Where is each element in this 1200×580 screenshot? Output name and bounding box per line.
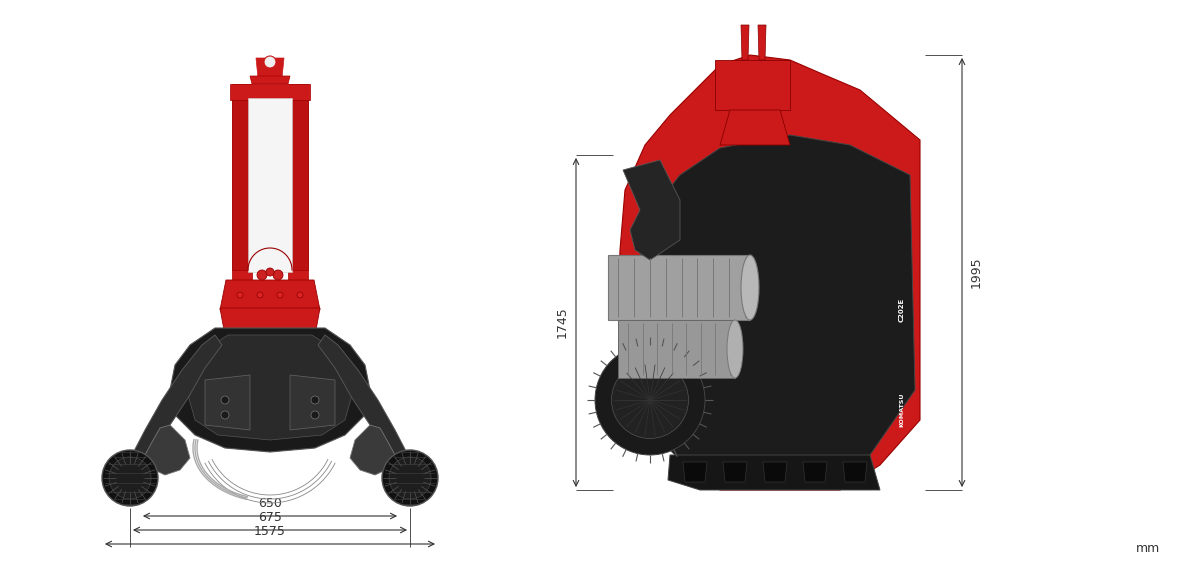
Polygon shape xyxy=(290,375,335,430)
Polygon shape xyxy=(230,84,310,100)
Polygon shape xyxy=(720,110,790,145)
Circle shape xyxy=(389,457,431,499)
Polygon shape xyxy=(715,60,790,110)
Polygon shape xyxy=(250,76,290,84)
Circle shape xyxy=(311,396,319,404)
Polygon shape xyxy=(618,55,920,490)
Polygon shape xyxy=(722,462,746,482)
Text: 1575: 1575 xyxy=(254,525,286,538)
Circle shape xyxy=(221,411,229,419)
Polygon shape xyxy=(232,100,248,270)
Polygon shape xyxy=(220,280,320,310)
Polygon shape xyxy=(256,58,284,78)
Polygon shape xyxy=(188,335,352,440)
Circle shape xyxy=(221,396,229,404)
Circle shape xyxy=(595,345,706,455)
Text: 650: 650 xyxy=(258,497,282,510)
Polygon shape xyxy=(608,255,750,320)
Polygon shape xyxy=(758,25,766,60)
Polygon shape xyxy=(170,328,370,452)
Text: C202E: C202E xyxy=(899,298,905,322)
Polygon shape xyxy=(668,455,880,490)
Circle shape xyxy=(277,292,283,298)
Polygon shape xyxy=(683,462,707,482)
Text: mm: mm xyxy=(1135,542,1160,555)
Ellipse shape xyxy=(742,255,760,320)
Polygon shape xyxy=(742,25,749,60)
Circle shape xyxy=(257,270,266,280)
Circle shape xyxy=(311,411,319,419)
Text: 1995: 1995 xyxy=(970,257,983,288)
Polygon shape xyxy=(145,425,190,475)
Text: 1745: 1745 xyxy=(556,307,569,338)
Polygon shape xyxy=(130,335,222,475)
Polygon shape xyxy=(803,462,827,482)
Circle shape xyxy=(102,450,158,506)
Text: 675: 675 xyxy=(258,511,282,524)
Polygon shape xyxy=(288,84,308,285)
Circle shape xyxy=(238,292,242,298)
Polygon shape xyxy=(842,462,866,482)
Polygon shape xyxy=(292,100,308,270)
Polygon shape xyxy=(623,160,680,260)
Polygon shape xyxy=(763,462,787,482)
Polygon shape xyxy=(205,375,250,430)
Polygon shape xyxy=(350,425,395,475)
Circle shape xyxy=(274,270,283,280)
Ellipse shape xyxy=(727,320,743,378)
Circle shape xyxy=(266,268,274,276)
Polygon shape xyxy=(248,98,292,272)
Circle shape xyxy=(382,450,438,506)
Circle shape xyxy=(298,292,302,298)
Polygon shape xyxy=(220,308,320,330)
Circle shape xyxy=(612,361,689,438)
Polygon shape xyxy=(318,335,410,475)
Circle shape xyxy=(264,56,276,68)
Polygon shape xyxy=(232,84,252,285)
Circle shape xyxy=(257,292,263,298)
Polygon shape xyxy=(618,320,734,378)
Circle shape xyxy=(109,457,151,499)
Text: KOMATSU: KOMATSU xyxy=(900,393,905,427)
Polygon shape xyxy=(630,135,916,472)
